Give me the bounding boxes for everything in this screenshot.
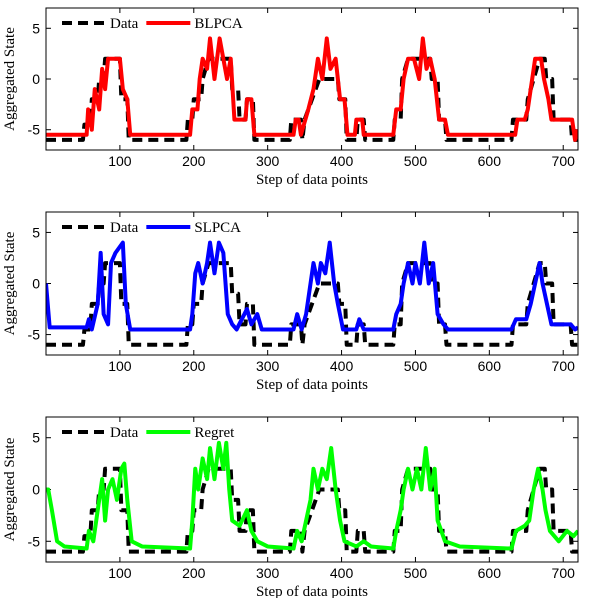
axes-frame	[45, 7, 579, 151]
x-axis-label: Step of data points	[256, 377, 368, 393]
subplot: 100 200 300 400 500 600 700 -5 0 5 Data BLPCA Step o…	[2, 7, 579, 188]
legend-label: SLPCA	[194, 220, 241, 236]
x-tick-label: 300	[256, 153, 280, 169]
series-group	[46, 240, 578, 347]
y-tick-label: 0	[32, 482, 40, 498]
line-series	[46, 36, 578, 142]
x-tick-label: 100	[108, 153, 132, 169]
subplot: 100 200 300 400 500 600 700 -5 0 5 Data SLPCA Step o…	[2, 211, 579, 393]
x-tick-label: 100	[108, 565, 132, 581]
y-tick-label: 5	[32, 224, 40, 240]
x-tick-label: 700	[552, 358, 576, 374]
x-tick-label: 100	[108, 358, 132, 374]
line-series	[46, 440, 578, 551]
y-tick-label: 0	[32, 276, 40, 292]
x-tick-label: 600	[478, 153, 502, 169]
y-axis-label: Aggregated State	[2, 231, 18, 335]
y-axis-label: Aggregated State	[2, 27, 18, 131]
x-tick-label: 500	[404, 565, 428, 581]
y-tick-label: 5	[32, 430, 40, 446]
series-group	[46, 440, 578, 554]
subplot: 100 200 300 400 500 600 700 -5 0 5 Data Regret Step …	[2, 416, 579, 598]
x-tick-label: 600	[478, 358, 502, 374]
axes-frame	[45, 416, 579, 563]
x-tick-label: 400	[330, 565, 354, 581]
x-tick-label: 300	[256, 565, 280, 581]
line-series	[46, 240, 578, 332]
legend-label: Data	[110, 16, 139, 32]
x-tick-label: 200	[182, 565, 206, 581]
legend-label: Data	[110, 220, 139, 236]
plot-area	[46, 8, 578, 150]
y-tick-label: -5	[28, 122, 41, 138]
y-tick-label: 0	[32, 71, 40, 87]
x-tick-label: 700	[552, 153, 576, 169]
y-tick-label: -5	[28, 327, 41, 343]
axes-frame	[45, 211, 579, 356]
x-tick-label: 500	[404, 153, 428, 169]
x-tick-label: 200	[182, 153, 206, 169]
series-group	[46, 36, 578, 142]
y-tick-label: 5	[32, 20, 40, 36]
x-axis-label: Step of data points	[256, 172, 368, 188]
x-tick-label: 400	[330, 358, 354, 374]
x-tick-label: 300	[256, 358, 280, 374]
x-tick-label: 600	[478, 565, 502, 581]
x-tick-label: 400	[330, 153, 354, 169]
x-tick-label: 700	[552, 565, 576, 581]
y-axis-label: Aggregated State	[2, 437, 18, 541]
legend-label: Regret	[194, 425, 235, 441]
legend-label: Data	[110, 425, 139, 441]
x-tick-label: 200	[182, 358, 206, 374]
y-tick-label: -5	[28, 533, 41, 549]
x-axis-label: Step of data points	[256, 584, 368, 598]
x-tick-label: 500	[404, 358, 428, 374]
legend-label: BLPCA	[194, 16, 243, 32]
